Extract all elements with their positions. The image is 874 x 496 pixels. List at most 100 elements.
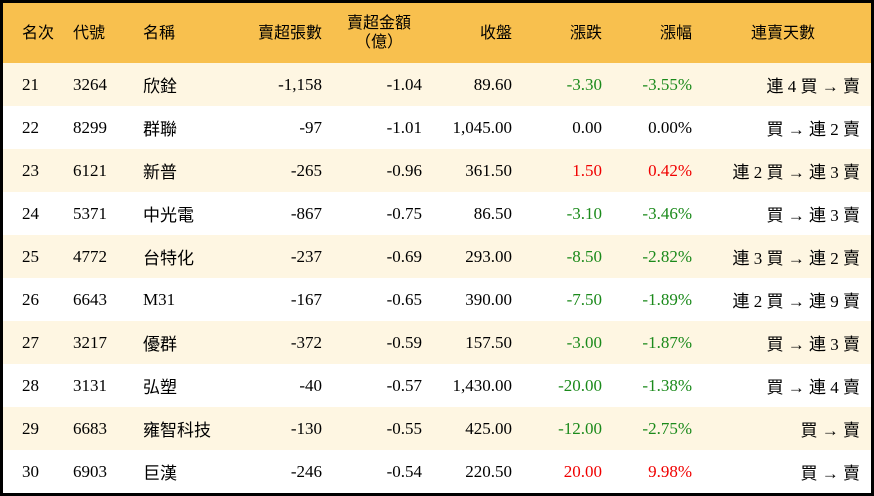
streak-cell: 連 3 買 → 連 2 賣 (732, 249, 861, 268)
code-cell: 6121 (73, 160, 107, 180)
table-header: 名次 代號 名稱 賣超張數 賣超金額 （億） 收盤 漲跌 漲幅 連賣天數 (3, 3, 871, 63)
streak-cell: 買 → 連 4 賣 (766, 378, 861, 397)
change-pct-cell: -1.38% (642, 375, 692, 395)
header-net-sell-amount: 賣超金額 （億） (333, 3, 425, 63)
amount-cell: -0.75 (386, 203, 422, 223)
header-name: 名稱 (143, 24, 176, 42)
rank-cell: 26 (22, 289, 39, 309)
close-cell: 361.50 (465, 160, 512, 180)
code-cell: 6903 (73, 461, 107, 481)
table-row: 26 6643 M31 -167 -0.65 390.00 -7.50 -1.89% 連 2 買… (3, 278, 871, 321)
change-cell: -7.50 (566, 289, 602, 309)
amount-cell: -0.55 (386, 418, 422, 438)
streak-cell: 連 2 買 → 連 9 賣 (732, 292, 861, 311)
change-pct-cell: -1.87% (642, 332, 692, 352)
rank-cell: 24 (22, 203, 39, 223)
rank-cell: 23 (22, 160, 39, 180)
header-net-sell-shares: 賣超張數 (257, 24, 322, 42)
close-cell: 157.50 (465, 332, 512, 352)
amount-cell: -0.65 (386, 289, 422, 309)
header-streak: 連賣天數 (750, 24, 815, 42)
close-cell: 293.00 (465, 246, 512, 266)
change-cell: 0.00 (572, 117, 602, 137)
shares-cell: -237 (290, 246, 322, 266)
shares-cell: -167 (290, 289, 322, 309)
name-cell: 優群 (143, 335, 177, 354)
header-change-pct: 漲幅 (659, 24, 692, 42)
close-cell: 425.00 (465, 418, 512, 438)
name-cell: 雍智科技 (143, 421, 211, 440)
amount-cell: -0.69 (386, 246, 422, 266)
rank-cell: 29 (22, 418, 39, 438)
code-cell: 6683 (73, 418, 107, 438)
streak-cell: 買 → 連 2 賣 (766, 120, 861, 139)
table-row: 23 6121 新普 -265 -0.96 361.50 1.50 0.42% 連 2 買 → … (3, 149, 871, 192)
change-pct-cell: -2.75% (642, 418, 692, 438)
table-row: 24 5371 中光電 -867 -0.75 86.50 -3.10 -3.46% 買 → 連 … (3, 192, 871, 235)
name-cell: 巨漢 (143, 464, 177, 483)
change-cell: 1.50 (572, 160, 602, 180)
change-pct-cell: -1.89% (642, 289, 692, 309)
streak-cell: 買 → 賣 (800, 464, 861, 483)
close-cell: 390.00 (465, 289, 512, 309)
rank-cell: 30 (22, 461, 39, 481)
change-pct-cell: -3.55% (642, 74, 692, 94)
code-cell: 4772 (73, 246, 107, 266)
name-cell: 欣銓 (143, 77, 177, 96)
code-cell: 3264 (73, 74, 107, 94)
table-row: 28 3131 弘塑 -40 -0.57 1,430.00 -20.00 -1.38% 買 → … (3, 364, 871, 407)
table-row: 21 3264 欣銓 -1,158 -1.04 89.60 -3.30 -3.55% 連 4 買… (3, 63, 871, 106)
streak-cell: 連 4 買 → 賣 (766, 77, 861, 96)
table-row: 29 6683 雍智科技 -130 -0.55 425.00 -12.00 -2.75% 買 →… (3, 407, 871, 450)
shares-cell: -246 (290, 461, 322, 481)
close-cell: 1,045.00 (452, 117, 513, 137)
name-cell: 新普 (143, 163, 177, 182)
code-cell: 3131 (73, 375, 107, 395)
amount-cell: -0.96 (386, 160, 422, 180)
table-row: 25 4772 台特化 -237 -0.69 293.00 -8.50 -2.82% 連 3 買… (3, 235, 871, 278)
shares-cell: -867 (290, 203, 322, 223)
rank-cell: 25 (22, 246, 39, 266)
streak-cell: 買 → 連 3 賣 (766, 335, 861, 354)
shares-cell: -1,158 (278, 74, 322, 94)
change-cell: -3.10 (566, 203, 602, 223)
close-cell: 86.50 (473, 203, 512, 223)
name-cell: 弘塑 (143, 378, 177, 397)
close-cell: 1,430.00 (452, 375, 513, 395)
name-cell: 群聯 (143, 120, 177, 139)
streak-cell: 連 2 買 → 連 3 賣 (732, 163, 861, 182)
close-cell: 89.60 (473, 74, 512, 94)
streak-cell: 買 → 賣 (800, 421, 861, 440)
code-cell: 3217 (73, 332, 107, 352)
shares-cell: -265 (290, 160, 322, 180)
table-row: 22 8299 群聯 -97 -1.01 1,045.00 0.00 0.00% 買 → 連 2… (3, 106, 871, 149)
header-amount-label: 賣超金額 (346, 15, 411, 32)
change-cell: -3.30 (566, 74, 602, 94)
change-cell: -20.00 (558, 375, 602, 395)
rank-cell: 21 (22, 74, 39, 94)
table-row: 30 6903 巨漢 -246 -0.54 220.50 20.00 9.98% 買 → 賣 (3, 450, 871, 493)
code-cell: 5371 (73, 203, 107, 223)
amount-cell: -0.57 (386, 375, 422, 395)
header-rank: 名次 (22, 24, 55, 42)
name-cell: M31 (143, 289, 176, 309)
code-cell: 6643 (73, 289, 107, 309)
name-cell: 中光電 (143, 206, 194, 225)
close-cell: 220.50 (465, 461, 512, 481)
amount-cell: -0.59 (386, 332, 422, 352)
rank-cell: 28 (22, 375, 39, 395)
amount-cell: -1.01 (386, 117, 422, 137)
code-cell: 8299 (73, 117, 107, 137)
table-row: 27 3217 優群 -372 -0.59 157.50 -3.00 -1.87% 買 → 連 … (3, 321, 871, 364)
header-change: 漲跌 (569, 24, 602, 42)
change-pct-cell: 0.00% (648, 117, 692, 137)
change-pct-cell: -3.46% (642, 203, 692, 223)
shares-cell: -97 (299, 117, 322, 137)
header-code: 代號 (73, 24, 106, 42)
change-cell: -8.50 (566, 246, 602, 266)
header-amount-unit: （億） (354, 34, 403, 51)
amount-cell: -1.04 (386, 74, 422, 94)
change-cell: -3.00 (566, 332, 602, 352)
shares-cell: -372 (290, 332, 322, 352)
